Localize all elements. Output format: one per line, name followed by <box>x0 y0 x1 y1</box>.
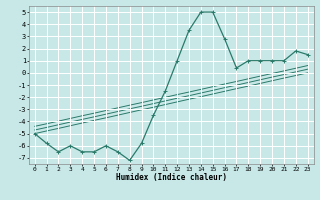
X-axis label: Humidex (Indice chaleur): Humidex (Indice chaleur) <box>116 173 227 182</box>
